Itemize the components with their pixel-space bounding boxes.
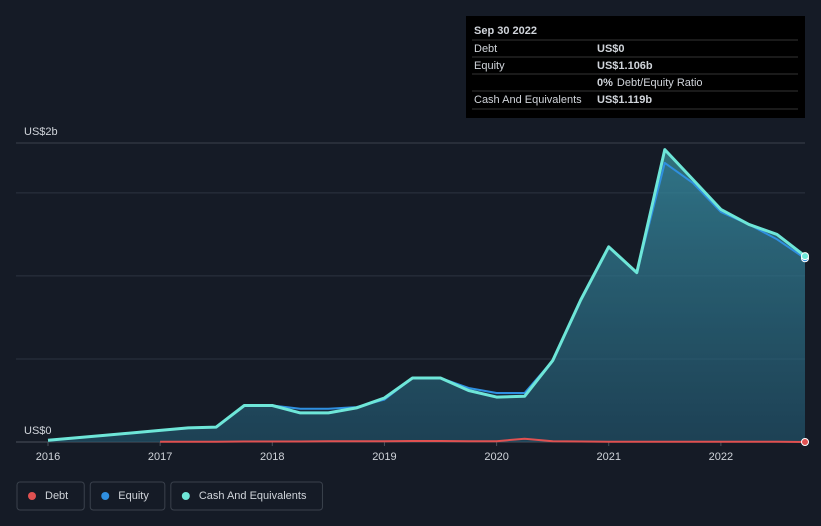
legend-swatch — [101, 492, 110, 500]
x-tick-label: 2021 — [596, 451, 620, 463]
legend-box[interactable] — [89, 481, 166, 511]
legend-swatch — [28, 492, 36, 500]
x-tick-label: 2020 — [484, 451, 508, 463]
tooltip-value: 0% — [597, 77, 613, 89]
x-tick-label: 2019 — [372, 451, 396, 463]
x-tick-label: 2017 — [148, 451, 172, 463]
tooltip-label: Debt — [474, 43, 497, 55]
legend-box[interactable] — [170, 481, 323, 511]
legend-swatch — [181, 492, 190, 500]
x-tick-label: 2018 — [260, 451, 284, 463]
legend-item[interactable]: Equity — [89, 481, 166, 511]
x-tick-label: 2022 — [709, 451, 733, 463]
y-tick-label: US$2b — [24, 126, 58, 138]
area — [48, 149, 805, 442]
tooltip-label: Equity — [474, 60, 505, 72]
y-tick-label: US$0 — [24, 425, 52, 437]
tooltip-note: Debt/Equity Ratio — [617, 77, 703, 89]
tooltip-value: US$1.106b — [597, 60, 653, 72]
x-tick-label: 2016 — [36, 451, 60, 463]
legend-item[interactable]: Cash And Equivalents — [170, 481, 323, 511]
tooltip-value: US$0 — [597, 43, 625, 55]
legend-box[interactable] — [16, 481, 85, 511]
area — [48, 162, 805, 442]
legend-label: Cash And Equivalents — [199, 490, 307, 502]
tooltip-date: Sep 30 2022 — [474, 25, 537, 37]
legend-label: Equity — [118, 490, 149, 502]
line — [160, 437, 806, 443]
tooltip-label: Cash And Equivalents — [474, 94, 582, 106]
tooltip — [466, 16, 805, 118]
tooltip-value: US$1.119b — [597, 94, 652, 106]
line — [47, 148, 806, 442]
end-point — [801, 252, 809, 261]
legend-label: Debt — [45, 490, 68, 502]
legend-item[interactable]: Debt — [16, 481, 85, 511]
end-point — [801, 438, 809, 446]
